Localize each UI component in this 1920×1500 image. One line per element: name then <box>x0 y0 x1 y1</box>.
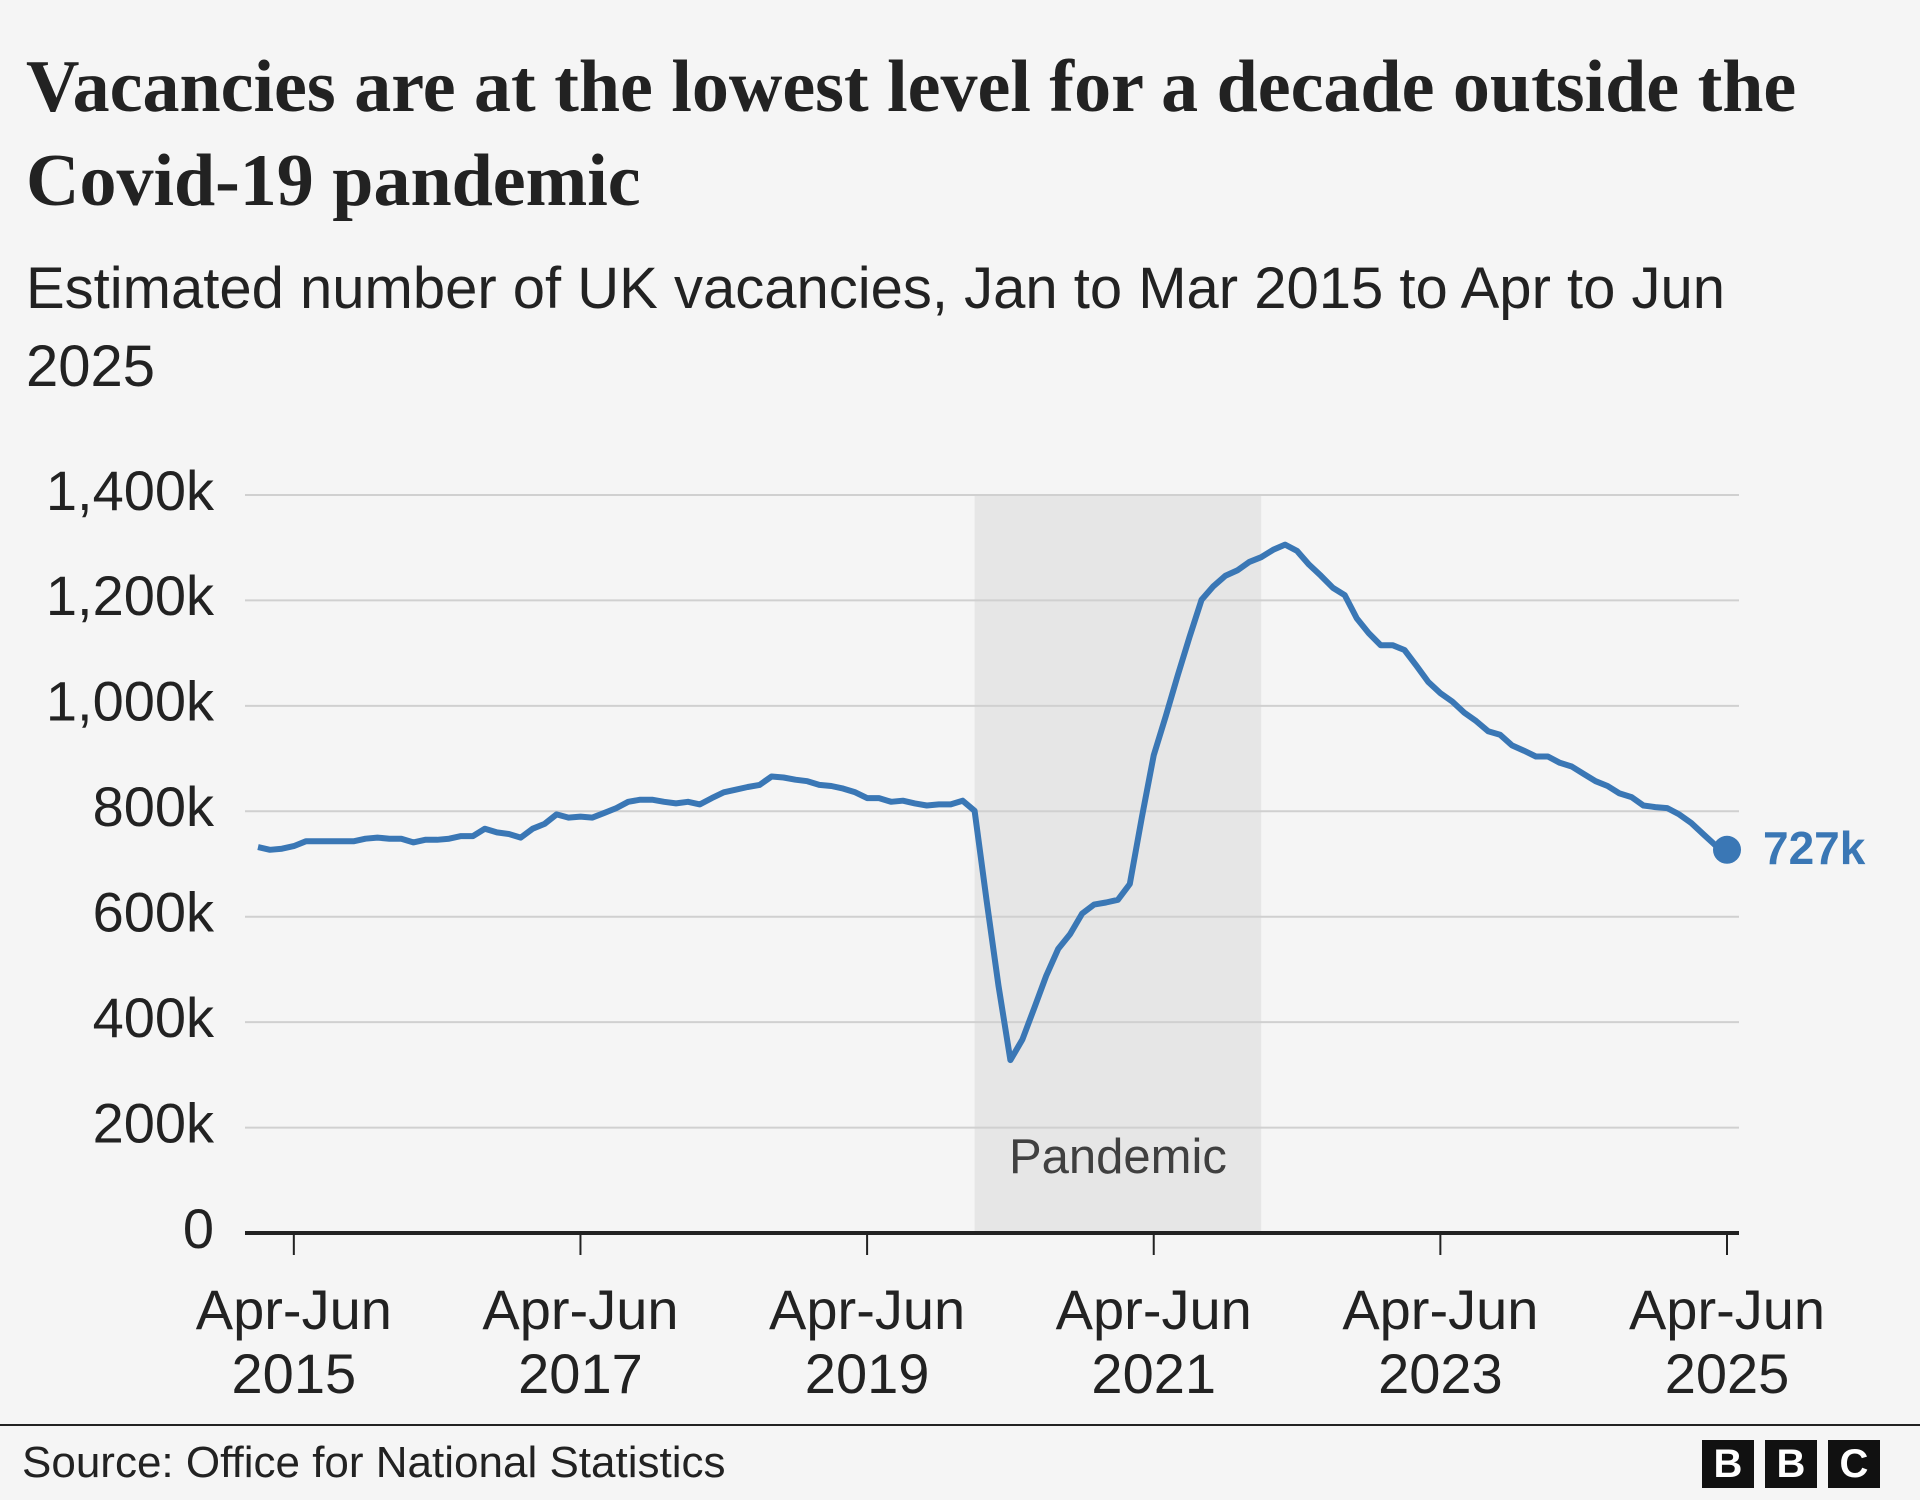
x-tick-label: Apr-Jun 2021 <box>1055 1278 1252 1405</box>
shade-region <box>974 495 1262 1233</box>
chart-subtitle: Estimated number of UK vacancies, Jan to… <box>26 256 1725 399</box>
y-tick-label: 400k <box>93 986 215 1049</box>
logo-letter: C <box>1828 1440 1880 1488</box>
x-tick-label: Apr-Jun 2017 <box>482 1278 679 1405</box>
chart-title: Vacancies are at the lowest level for a … <box>26 46 1797 222</box>
y-tick-label: 1,200k <box>46 564 215 627</box>
y-tick-label: 600k <box>93 881 215 944</box>
data-line <box>257 541 1729 1064</box>
y-tick-label: 0 <box>183 1197 214 1260</box>
y-tick-label: 1,400k <box>46 459 215 522</box>
footer-rule <box>0 1424 1920 1426</box>
logo-letter: B <box>1765 1440 1817 1488</box>
y-tick-label: 800k <box>93 775 215 838</box>
value-label: 727k <box>1763 822 1866 874</box>
source: Source: Office for National Statistics <box>22 1438 726 1487</box>
shade-label: Pandemic <box>1009 1130 1227 1184</box>
x-tick-label: Apr-Jun 2019 <box>769 1278 966 1405</box>
end-dot <box>1713 835 1741 864</box>
x-tick-label: Apr-Jun 2023 <box>1342 1278 1539 1405</box>
x-tick-label: Apr-Jun 2015 <box>195 1278 392 1405</box>
logo-letter: B <box>1702 1440 1754 1488</box>
y-tick-label: 200k <box>93 1091 215 1154</box>
y-tick-label: 1,000k <box>46 670 215 733</box>
x-tick-label: Apr-Jun 2025 <box>1628 1278 1826 1405</box>
